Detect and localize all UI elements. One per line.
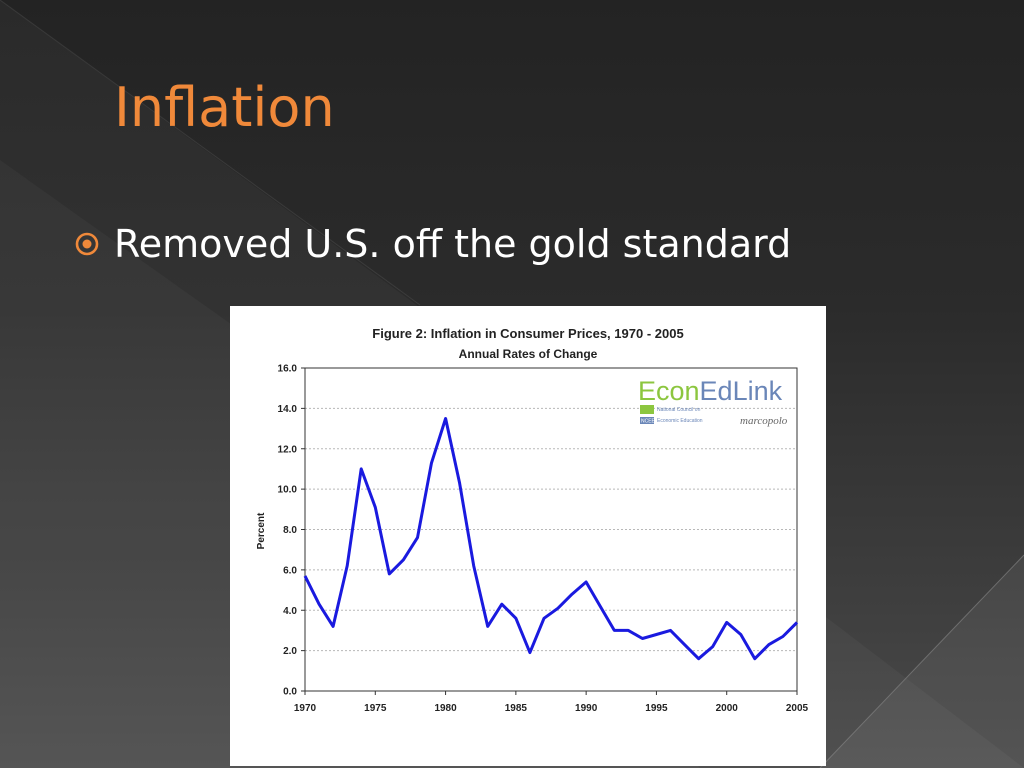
bullet-text: Removed U.S. off the gold standard [114, 222, 792, 266]
series-line-inflation [303, 417, 799, 661]
x-tick-label: 1980 [434, 703, 457, 714]
x-tick-label: 1990 [575, 703, 598, 714]
logo-badge [640, 417, 654, 424]
x-tick-label: 2005 [786, 703, 809, 714]
x-tick-label: 1985 [505, 703, 528, 714]
slide-title: Inflation [114, 76, 335, 139]
x-tick-label: 1995 [645, 703, 668, 714]
y-tick-label: 14.0 [278, 404, 298, 415]
plot-frame [304, 367, 798, 692]
chart-card: Figure 2: Inflation in Consumer Prices, … [230, 306, 826, 766]
x-tick-label: 1975 [364, 703, 387, 714]
logo-econ-text: EconEdLink [638, 376, 783, 406]
y-tick-label: 2.0 [283, 646, 297, 657]
y-tick-label: 16.0 [278, 364, 298, 375]
chart-subtitle: Annual Rates of Change [459, 347, 598, 361]
x-tick-label: 1970 [294, 703, 317, 714]
logo-partner: marcopolo [740, 415, 788, 427]
inflation-line-chart: Figure 2: Inflation in Consumer Prices, … [256, 326, 809, 714]
logo-org-line1: National Council on [657, 407, 701, 413]
y-tick-label: 8.0 [283, 525, 297, 536]
logo-badge-text: NCEE [641, 419, 656, 425]
y-tick-label: 12.0 [278, 444, 298, 455]
econedlink-logo: EconEdLink NCEE National Council on Econ… [638, 376, 788, 427]
y-tick-label: 10.0 [278, 485, 298, 496]
bullet-item: Removed U.S. off the gold standard [74, 222, 791, 266]
y-tick-label: 0.0 [283, 687, 297, 698]
chart-title: Figure 2: Inflation in Consumer Prices, … [372, 326, 683, 341]
logo-book-icon [640, 405, 654, 414]
y-axis-label: Percent [256, 512, 267, 549]
circle-target-icon [75, 232, 99, 256]
y-tick-label: 6.0 [283, 565, 297, 576]
logo-org-line2: Economic Education [657, 418, 703, 424]
x-tick-label: 2000 [716, 703, 739, 714]
y-tick-label: 4.0 [283, 606, 297, 617]
